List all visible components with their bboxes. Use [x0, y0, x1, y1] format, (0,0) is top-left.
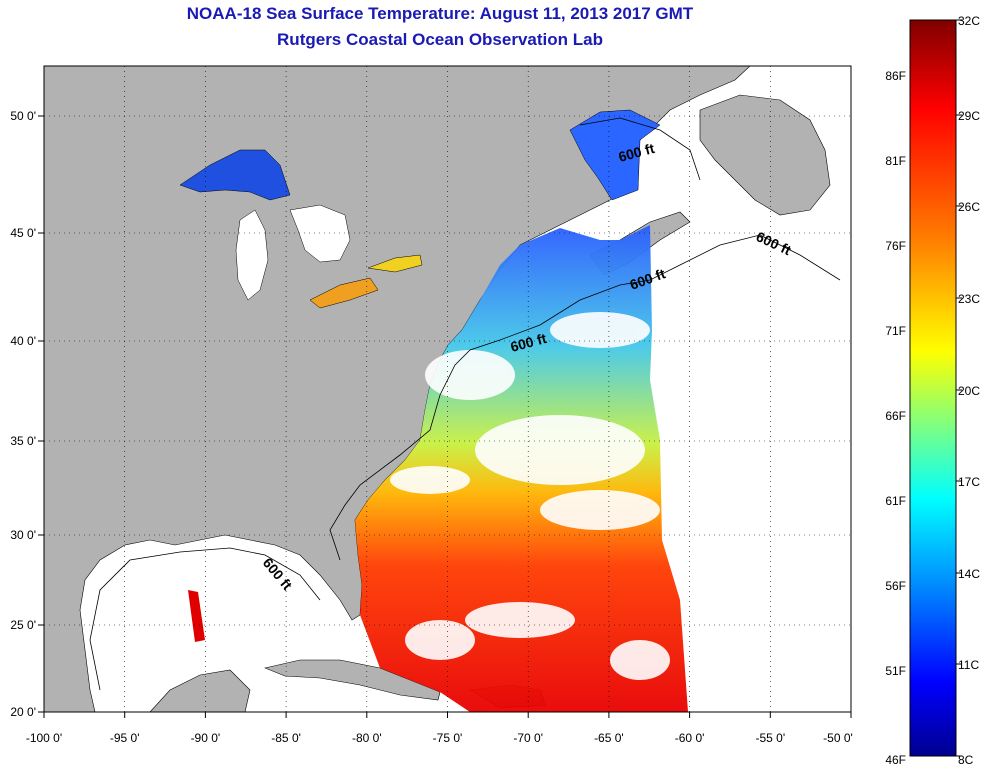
lake-ontario	[367, 254, 423, 273]
lon-tick-label: -90 0'	[191, 731, 221, 745]
lon-axis: -100 0' -95 0' -90 0' -85 0' -80 0' -75 …	[26, 712, 853, 745]
lon-tick-label: -65 0'	[594, 731, 624, 745]
lon-tick-label: -50 0'	[823, 731, 853, 745]
colorbar-celsius-label: 11C	[958, 658, 979, 672]
colorbar: 32C 29C 26C 23C 20C 17C 14C 11C 8C 86F 8…	[885, 14, 980, 767]
lon-tick-label: -75 0'	[433, 731, 463, 745]
isobath-600ft	[329, 234, 841, 561]
colorbar-fahrenheit-label: 51F	[885, 664, 906, 678]
land-cuba	[263, 659, 441, 701]
lake-superior	[179, 149, 291, 201]
lon-tick-label: -80 0'	[352, 731, 382, 745]
lat-tick-label: 45 0'	[10, 226, 36, 240]
lake-erie	[309, 277, 379, 309]
lat-tick-label: 40 0'	[10, 334, 36, 348]
gulf-sst-patch	[188, 590, 205, 642]
colorbar-fahrenheit-label: 46F	[885, 753, 906, 767]
colorbar-celsius-label: 29C	[958, 109, 980, 123]
gulf-st-lawrence	[569, 109, 661, 201]
chart-subtitle: Rutgers Coastal Ocean Observation Lab	[277, 30, 603, 49]
colorbar-fahrenheit-label: 61F	[885, 494, 906, 508]
lat-tick-label: 25 0'	[10, 618, 36, 632]
isobath-600ft-stlawrence	[579, 117, 701, 181]
colorbar-celsius-label: 8C	[958, 753, 974, 767]
lat-tick-label: 50 0'	[10, 109, 36, 123]
lake-huron	[289, 204, 351, 263]
lon-tick-label: -95 0'	[110, 731, 140, 745]
lat-axis: 20 0' 25 0' 30 0' 35 0' 40 0' 45 0' 50 0…	[10, 109, 44, 719]
land-yucatan	[44, 669, 251, 712]
lon-tick-label: -100 0'	[26, 731, 62, 745]
colorbar-fahrenheit-label: 76F	[885, 239, 906, 253]
cloud-cover	[390, 312, 670, 680]
colorbar-fahrenheit-label: 86F	[885, 69, 906, 83]
colorbar-scale	[909, 19, 957, 757]
colorbar-fahrenheit-label: 66F	[885, 409, 906, 423]
colorbar-celsius-label: 26C	[958, 200, 980, 214]
chart-title: NOAA-18 Sea Surface Temperature: August …	[186, 4, 694, 23]
land-newfoundland	[699, 94, 831, 216]
lat-tick-label: 20 0'	[10, 705, 36, 719]
lat-tick-label: 30 0'	[10, 528, 36, 542]
colorbar-celsius-label: 32C	[958, 14, 980, 28]
lon-tick-label: -70 0'	[513, 731, 543, 745]
lake-michigan	[235, 209, 269, 301]
lon-tick-label: -60 0'	[675, 731, 705, 745]
colorbar-celsius-label: 23C	[958, 292, 980, 306]
colorbar-fahrenheit-label: 71F	[885, 324, 906, 338]
colorbar-celsius-label: 20C	[958, 384, 980, 398]
isobath-600ft-gulf	[89, 547, 321, 691]
colorbar-fahrenheit-label: 81F	[885, 154, 906, 168]
lon-tick-label: -55 0'	[755, 731, 785, 745]
lat-tick-label: 35 0'	[10, 434, 36, 448]
colorbar-celsius-label: 14C	[958, 567, 980, 581]
colorbar-celsius-label: 17C	[958, 475, 980, 489]
colorbar-fahrenheit-label: 56F	[885, 579, 906, 593]
lon-tick-label: -85 0'	[271, 731, 301, 745]
